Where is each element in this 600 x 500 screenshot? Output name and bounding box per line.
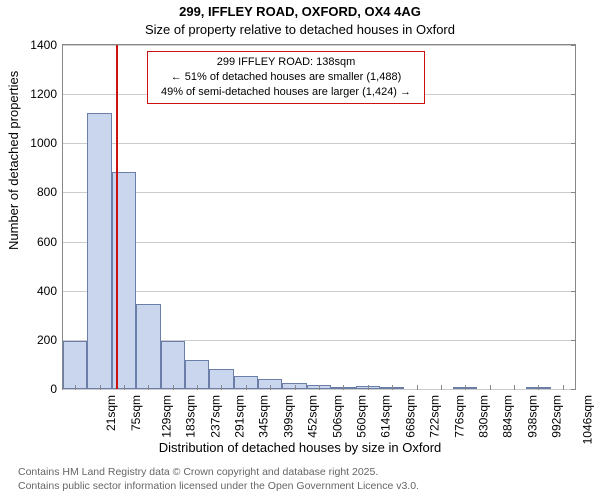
footer-line-2: Contains public sector information licen… — [18, 479, 419, 493]
histogram-bar — [161, 341, 185, 389]
y-tick-label: 1000 — [30, 136, 57, 150]
histogram-bar — [87, 113, 111, 389]
x-tick-label: 1046sqm — [582, 395, 594, 444]
callout-line-3: 49% of semi-detached houses are larger (… — [154, 85, 418, 100]
reference-callout: 299 IFFLEY ROAD: 138sqm← 51% of detached… — [147, 51, 425, 104]
x-tick-label: 237sqm — [209, 395, 221, 438]
histogram-bar — [136, 304, 160, 389]
y-tick-label: 400 — [37, 284, 57, 298]
footer-line-1: Contains HM Land Registry data © Crown c… — [18, 465, 419, 479]
callout-line-1: 299 IFFLEY ROAD: 138sqm — [154, 55, 418, 70]
y-tick-label: 200 — [37, 333, 57, 347]
x-tick-label: 452sqm — [307, 395, 319, 438]
chart-title: 299, IFFLEY ROAD, OXFORD, OX4 4AG — [0, 4, 600, 19]
plot-area: 020040060080010001200140021sqm75sqm129sq… — [62, 44, 576, 390]
x-tick-label: 992sqm — [551, 395, 563, 438]
y-axis-label: Number of detached properties — [6, 71, 21, 250]
x-tick-label: 291sqm — [234, 395, 246, 438]
x-tick-label: 345sqm — [258, 395, 270, 438]
y-tick-label: 600 — [37, 235, 57, 249]
y-tick-label: 800 — [37, 185, 57, 199]
histogram-bar — [63, 341, 87, 389]
x-tick-label: 830sqm — [478, 395, 490, 438]
x-tick-label: 776sqm — [453, 395, 465, 438]
x-tick-label: 884sqm — [502, 395, 514, 438]
footer-attribution: Contains HM Land Registry data © Crown c… — [18, 465, 419, 493]
callout-line-2: ← 51% of detached houses are smaller (1,… — [154, 70, 418, 85]
reference-line — [116, 45, 118, 389]
x-tick-label: 183sqm — [185, 395, 197, 438]
y-tick-label: 1200 — [30, 87, 57, 101]
x-tick-label: 668sqm — [404, 395, 416, 438]
x-tick-label: 399sqm — [283, 395, 295, 438]
x-tick-label: 560sqm — [356, 395, 368, 438]
chart-subtitle: Size of property relative to detached ho… — [0, 22, 600, 37]
y-tick-label: 0 — [50, 382, 57, 396]
x-tick-label: 21sqm — [105, 395, 117, 431]
x-tick-label: 129sqm — [161, 395, 173, 438]
x-tick-label: 938sqm — [526, 395, 538, 438]
x-tick-label: 506sqm — [331, 395, 343, 438]
x-axis-label: Distribution of detached houses by size … — [0, 440, 600, 455]
x-tick-label: 722sqm — [429, 395, 441, 438]
x-tick-label: 614sqm — [380, 395, 392, 438]
y-tick-label: 1400 — [30, 38, 57, 52]
x-tick-label: 75sqm — [130, 395, 142, 431]
